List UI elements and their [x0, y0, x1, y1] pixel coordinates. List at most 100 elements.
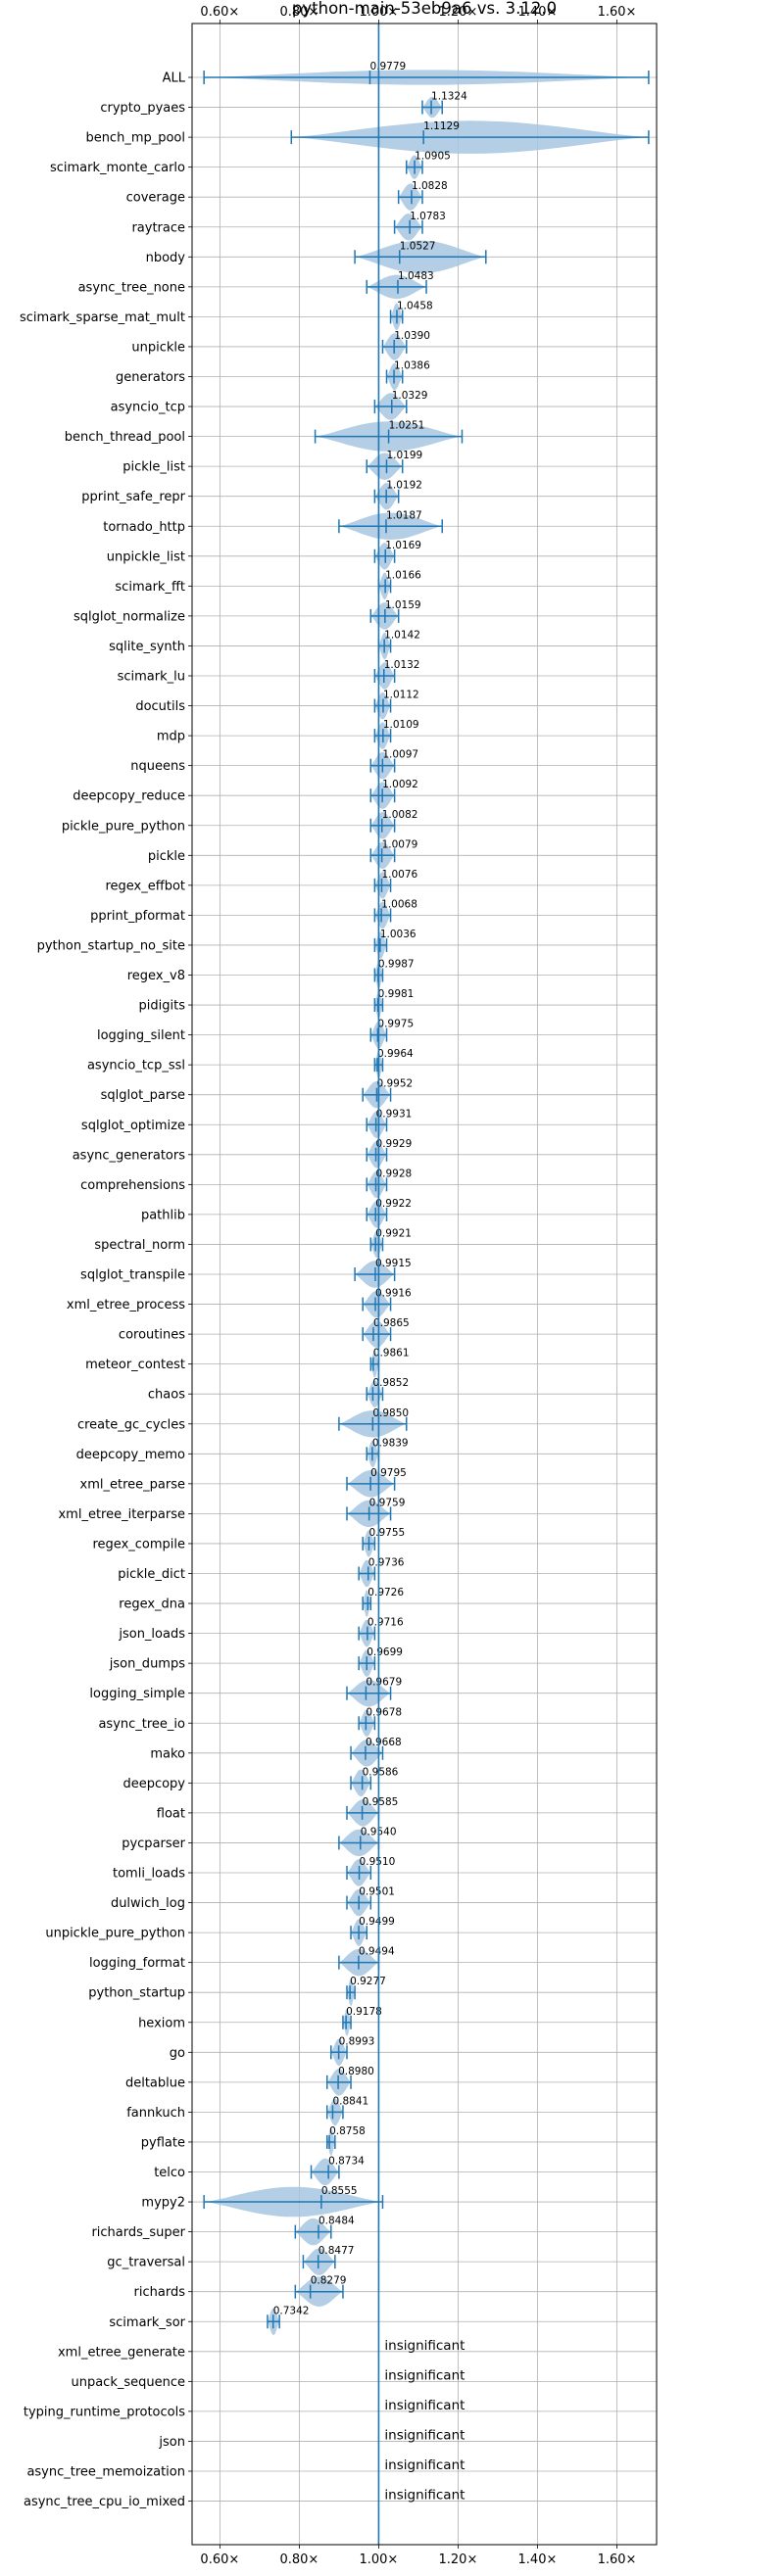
chart-title: python-main-53eb9a6 vs. 3.12.0: [292, 0, 557, 18]
value-label: 0.9679: [366, 1677, 402, 1689]
value-label: 0.9839: [372, 1437, 409, 1449]
category-label: deltablue: [125, 2075, 185, 2090]
value-label: 0.9865: [373, 1317, 410, 1329]
value-label: 0.9929: [376, 1138, 413, 1150]
category-label: deepcopy: [122, 1777, 185, 1791]
x-tick-label-bottom: 1.60×: [598, 2552, 637, 2567]
category-label: meteor_contest: [85, 1358, 185, 1372]
category-label: float: [157, 1806, 185, 1821]
category-label: xml_etree_generate: [58, 2345, 185, 2360]
value-label: 0.9277: [350, 1976, 386, 1987]
category-label: scimark_sparse_mat_mult: [20, 310, 185, 325]
category-label: logging_simple: [89, 1687, 185, 1701]
category-label: docutils: [135, 699, 185, 714]
value-label: 1.0079: [382, 838, 418, 850]
value-label: 0.9850: [372, 1407, 409, 1419]
value-label: 1.0142: [384, 629, 420, 641]
value-label: 0.8993: [339, 2035, 375, 2047]
value-label: 0.9952: [376, 1078, 413, 1090]
value-label: 0.9975: [377, 1019, 414, 1030]
value-label: 1.0036: [380, 929, 416, 940]
value-label: 1.0390: [394, 330, 430, 342]
x-tick-label-bottom: 0.80×: [279, 2552, 318, 2567]
x-tick-label-top: 1.40×: [518, 5, 558, 20]
category-label: unpack_sequence: [71, 2375, 185, 2390]
value-label: 0.9915: [375, 1258, 412, 1269]
value-label: 1.0527: [400, 240, 436, 252]
category-label: hexiom: [138, 2016, 185, 2030]
value-label: 1.0169: [385, 540, 421, 551]
category-label: chaos: [148, 1388, 185, 1403]
category-label: pickle_dict: [118, 1567, 185, 1582]
value-label: 0.9964: [377, 1048, 414, 1060]
value-label: 0.8758: [329, 2125, 366, 2137]
value-label: 0.8841: [332, 2095, 368, 2107]
value-label: 0.9586: [363, 1766, 399, 1778]
value-label: 0.9759: [369, 1497, 406, 1508]
x-tick-label-bottom: 0.60×: [200, 2552, 239, 2567]
category-label: pyflate: [141, 2135, 185, 2150]
x-tick-label-top: 1.00×: [359, 5, 398, 20]
value-label: 0.8279: [311, 2275, 347, 2287]
value-label: 0.9795: [370, 1467, 407, 1479]
category-label: sqlglot_normalize: [74, 609, 185, 624]
category-label: asyncio_tcp: [111, 401, 185, 415]
value-label: 1.0109: [383, 719, 419, 731]
value-label: 0.9678: [366, 1706, 402, 1718]
category-label: tornado_http: [103, 520, 185, 535]
category-label: scimark_fft: [115, 580, 185, 595]
category-label: python_startup_no_site: [37, 938, 185, 953]
category-label: pickle: [148, 849, 185, 864]
category-label: telco: [154, 2166, 185, 2180]
value-label: 0.9755: [368, 1527, 405, 1539]
category-label: async_tree_memoization: [26, 2465, 185, 2480]
category-label: async_tree_cpu_io_mixed: [24, 2495, 185, 2509]
value-label: 1.0386: [394, 360, 430, 372]
category-label: coverage: [126, 191, 185, 206]
category-label: pprint_pformat: [90, 909, 185, 924]
value-label: 0.9861: [373, 1348, 410, 1360]
category-label: asyncio_tcp_ssl: [87, 1059, 185, 1073]
category-label: async_tree_io: [98, 1717, 185, 1732]
category-label: coroutines: [119, 1328, 185, 1343]
category-label: unpickle: [131, 340, 185, 355]
value-label: 0.9494: [359, 1946, 395, 1958]
value-label: 1.0112: [383, 690, 419, 701]
value-label: 1.0192: [386, 480, 422, 492]
value-label: 0.9931: [376, 1108, 413, 1120]
value-label: 0.9928: [375, 1168, 412, 1179]
category-label: dulwich_log: [111, 1896, 185, 1911]
value-label: 1.0159: [385, 599, 421, 611]
category-label: mypy2: [141, 2196, 185, 2211]
value-label: 0.9922: [375, 1198, 412, 1210]
value-label: 1.0329: [392, 390, 428, 402]
category-label: regex_dna: [119, 1598, 185, 1612]
category-label: mako: [150, 1746, 185, 1761]
value-label: 0.9852: [372, 1377, 409, 1389]
category-label: json_loads: [118, 1627, 185, 1642]
category-label: xml_etree_iterparse: [58, 1507, 185, 1522]
category-label: sqlglot_optimize: [81, 1119, 185, 1133]
value-label: 1.0783: [410, 211, 446, 222]
category-label: fannkuch: [126, 2106, 185, 2121]
category-label: pathlib: [141, 1208, 185, 1222]
category-label: typing_runtime_protocols: [24, 2405, 185, 2419]
insignificant-label: insignificant: [384, 2398, 465, 2413]
category-label: logging_silent: [97, 1028, 185, 1043]
category-label: unpickle_pure_python: [45, 1927, 185, 1941]
category-label: scimark_monte_carlo: [50, 161, 185, 175]
value-label: 0.9499: [359, 1916, 395, 1928]
value-label: 0.9585: [363, 1796, 399, 1808]
category-label: xml_etree_parse: [80, 1477, 185, 1492]
category-label: generators: [116, 370, 185, 385]
category-label: json_dumps: [109, 1657, 185, 1672]
value-label: 1.0082: [382, 809, 418, 821]
value-label: 0.9668: [366, 1737, 402, 1748]
category-label: scimark_lu: [118, 670, 185, 685]
insignificant-label: insignificant: [384, 2427, 465, 2443]
value-label: 1.0905: [415, 151, 451, 163]
value-label: 0.8980: [338, 2066, 374, 2077]
value-label: 1.0187: [386, 509, 422, 521]
x-axis-ticks: 0.60× 0.60× 0.80× 0.80× 1.00× 1.00× 1.20× 1.20×…: [188, 5, 636, 2567]
value-label: 0.9736: [368, 1557, 405, 1569]
